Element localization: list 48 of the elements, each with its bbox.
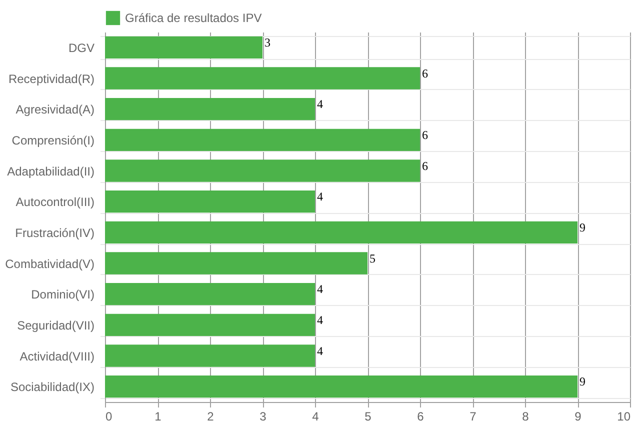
data-label: 3 <box>264 35 270 50</box>
y-tick-label: DGV <box>68 40 94 55</box>
bar <box>105 221 578 244</box>
y-tick-label: Combatividad(V) <box>5 256 94 271</box>
data-label: 5 <box>370 251 376 266</box>
x-tick-label: 6 <box>417 410 424 424</box>
y-tick-label: Actividad(VIII) <box>20 349 94 364</box>
y-tick-label: Agresividad(A) <box>16 102 94 117</box>
x-tick-label: 8 <box>522 410 530 424</box>
x-tick-label: 10 <box>617 410 631 424</box>
data-label: 9 <box>580 374 586 389</box>
x-tick-label: 7 <box>470 410 477 424</box>
bar <box>105 36 262 59</box>
data-label: 4 <box>317 312 323 327</box>
bar <box>105 160 420 182</box>
data-label: 4 <box>317 97 323 112</box>
data-label: 4 <box>317 344 323 358</box>
y-tick-label: Adaptabilidad(II) <box>7 164 94 178</box>
bar <box>105 252 368 274</box>
data-label: 4 <box>317 190 323 204</box>
y-tick-label: Dominio(VI) <box>31 288 94 302</box>
y-tick-label: Frustración(IV) <box>15 226 94 240</box>
x-tick-label: 2 <box>207 410 214 424</box>
x-tick-label: 9 <box>574 410 582 424</box>
x-tick-label: 1 <box>154 410 162 424</box>
legend-label: Gráfica de resultados IPV <box>125 11 262 25</box>
bar <box>105 67 420 90</box>
data-label: 9 <box>580 220 586 234</box>
data-label: 6 <box>422 66 428 80</box>
data-label: 4 <box>317 282 323 296</box>
bar <box>105 98 315 120</box>
x-tick-label: 4 <box>312 410 320 424</box>
x-tick-label: 3 <box>260 410 267 424</box>
data-label: 6 <box>422 128 428 142</box>
bar <box>105 190 315 213</box>
bar <box>105 344 315 367</box>
data-label: 6 <box>422 158 428 173</box>
y-tick-label: Comprensión(I) <box>12 133 94 148</box>
x-tick-label: 5 <box>364 410 372 424</box>
bar <box>105 282 315 306</box>
bar <box>105 375 578 398</box>
y-tick-label: Sociabilidad(IX) <box>10 380 94 394</box>
y-tick-label: Seguridad(VII) <box>17 318 94 332</box>
y-tick-label: Autocontrol(III) <box>16 195 94 210</box>
y-tick-label: Receptividad(R) <box>8 72 94 86</box>
bar <box>105 314 315 336</box>
x-tick-label: 0 <box>106 410 112 424</box>
bar <box>105 128 420 152</box>
